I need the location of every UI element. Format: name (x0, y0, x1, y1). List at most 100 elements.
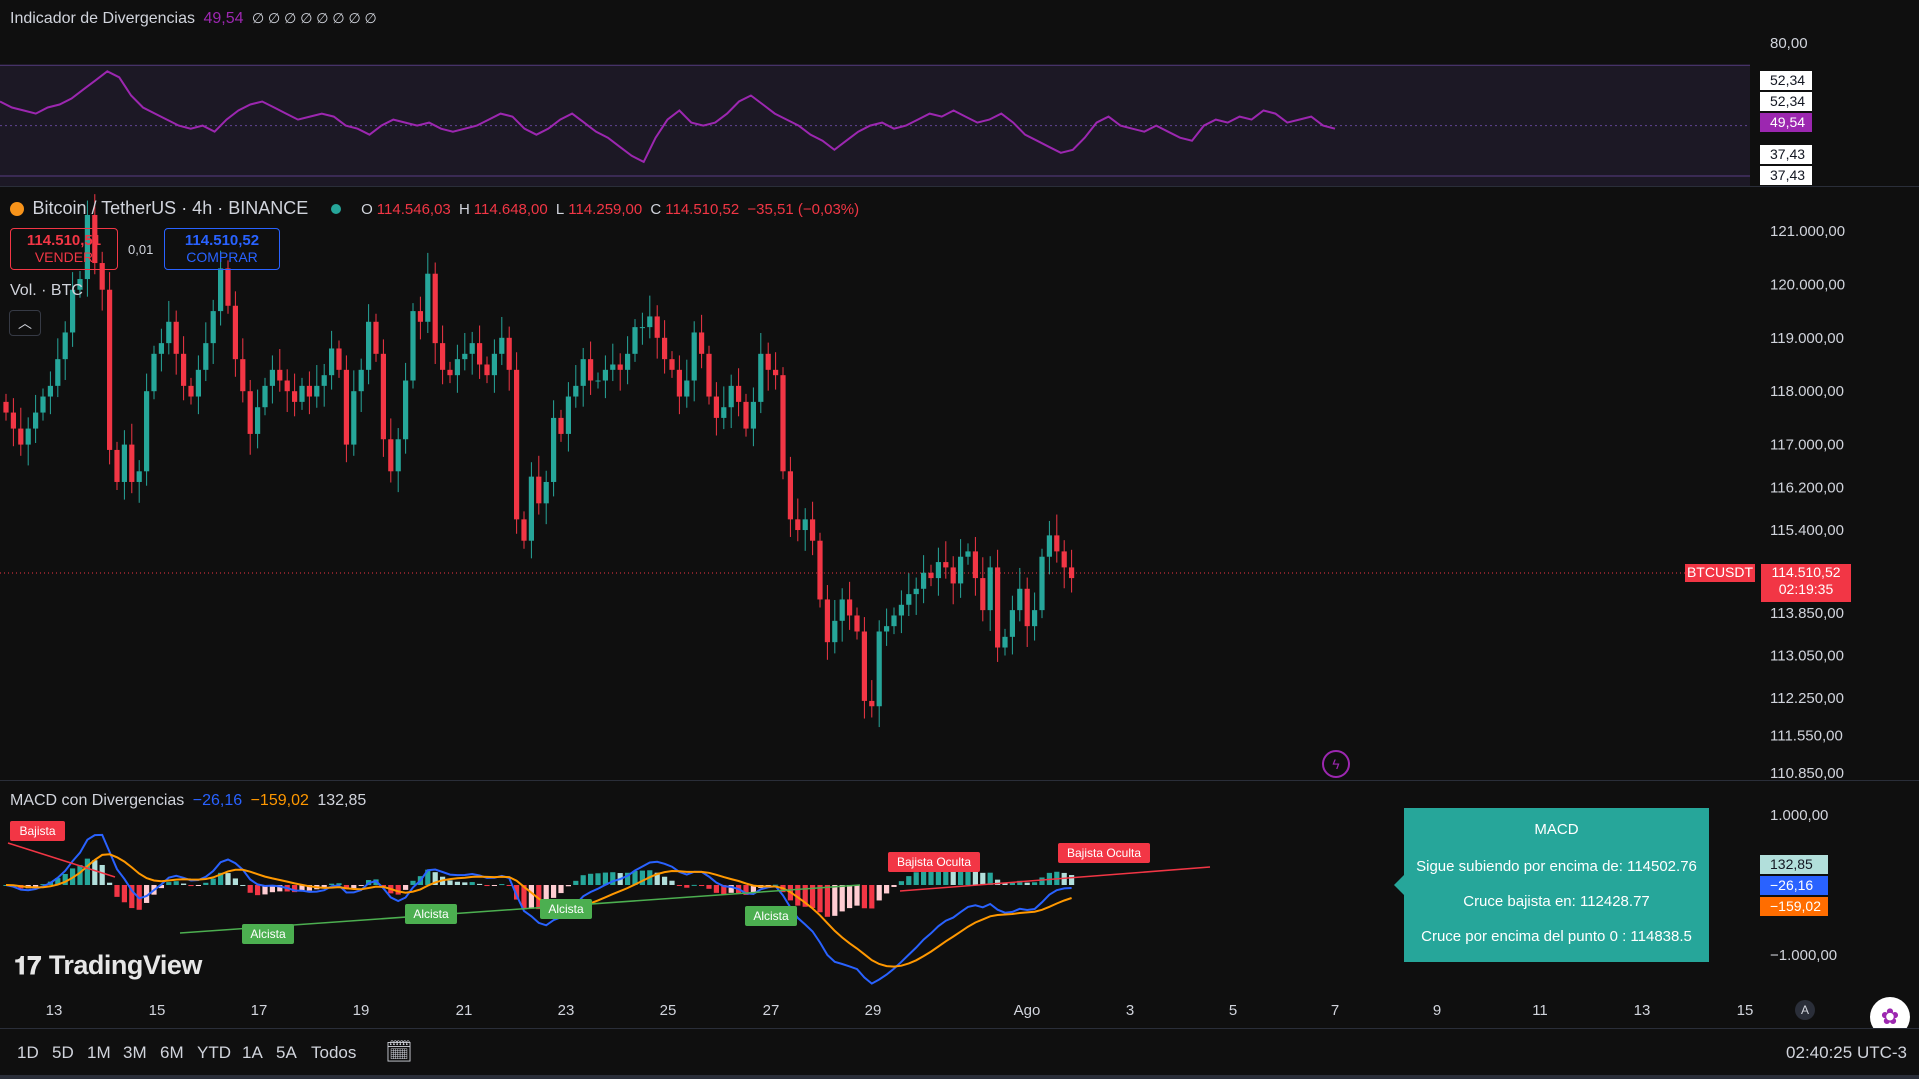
candle-body (876, 631, 882, 707)
range-3m[interactable]: 3M (123, 1043, 147, 1062)
macd-histogram-bar (795, 885, 801, 906)
macd-histogram-bar (676, 885, 682, 886)
divergence-line-hidden-bearish (899, 866, 1211, 892)
date-range-icon[interactable]: 🗓 (385, 1039, 413, 1064)
tradingview-mark-icon: 𝟏𝟕 (14, 952, 41, 980)
price-pane[interactable]: 121.000,00 120.000,00 119.000,00 118.000,00… (0, 187, 1919, 780)
candle-body (861, 631, 867, 701)
macd-histogram-bar (247, 885, 253, 893)
time-axis-label: Ago (1014, 1002, 1041, 1019)
candle-body (18, 428, 24, 445)
macd-histogram-bar (158, 885, 164, 889)
candle-body (40, 396, 46, 413)
macd-histogram-bar (33, 885, 39, 887)
divergence-label-bg (888, 852, 980, 872)
candle-body (1069, 567, 1075, 579)
candle-body (247, 391, 253, 434)
rsi-tag-bg (1760, 71, 1812, 90)
candle-body (321, 375, 327, 386)
bottom-scrollbar[interactable] (0, 1075, 1919, 1079)
lightning-icon[interactable]: ϟ (1322, 750, 1350, 778)
candle-body (77, 279, 83, 290)
macd-histogram-bar (987, 872, 993, 885)
macd-histogram-bar (225, 873, 231, 885)
range-todos[interactable]: Todos (311, 1043, 357, 1062)
divergence-label-bg (540, 899, 592, 919)
candle-body (292, 391, 298, 402)
sell-button[interactable]: 114.510,51 VENDER (10, 228, 118, 270)
macd-histogram-bar (410, 880, 416, 885)
range-ytd[interactable]: YTD (197, 1043, 231, 1062)
rsi-pane[interactable]: 80,00 52,34 52,34 49,54 37,43 37,43 Indicador… (0, 0, 1919, 186)
candle-body (839, 599, 845, 621)
candle-body (195, 369, 201, 397)
tradingview-logo[interactable]: 𝟏𝟕 TradingView (14, 950, 202, 981)
close-label: C (650, 201, 662, 218)
rsi-axis-label: 80,00 (1770, 35, 1808, 52)
rsi-legend: Indicador de Divergencias 49,54 ∅ ∅ ∅ ∅ … (10, 10, 381, 28)
symbol-name[interactable]: Bitcoin / TetherUS · 4h · BINANCE (32, 198, 309, 218)
macd-pane[interactable]: 1.000,00 −1.000,00 Bajista Alcista Alcista Al… (0, 781, 1919, 991)
candle-body (1024, 588, 1030, 627)
macd-histogram-bar (610, 872, 616, 885)
range-1a[interactable]: 1A (242, 1043, 263, 1062)
candle-body (210, 311, 216, 344)
macd-histogram-bar (691, 884, 697, 886)
macd-histogram-bar (380, 885, 386, 887)
candle-body (884, 626, 890, 632)
macd-axis-label: 1.000,00 (1770, 807, 1828, 824)
candle-body (284, 380, 290, 392)
auto-scale-button[interactable]: A (1795, 1000, 1815, 1020)
macd-histogram-bar (292, 885, 298, 893)
macd-histogram-bar (173, 881, 179, 885)
time-axis[interactable]: 13 15 17 19 21 23 25 27 29 Ago 3 5 7 9 11 13 15 (0, 997, 1919, 1027)
clock[interactable]: 02:40:25 UTC-3 (1786, 1043, 1907, 1062)
macd-histogram-bar (499, 884, 505, 886)
macd-histogram-bar (1002, 883, 1008, 885)
pane-separator[interactable] (0, 186, 1919, 187)
range-6m[interactable]: 6M (160, 1043, 184, 1062)
divergence-line-bearish (7, 842, 116, 878)
candle-body (639, 327, 645, 329)
macd-histogram-bar (277, 885, 283, 892)
candle-body (913, 588, 919, 595)
range-5a[interactable]: 5A (276, 1043, 297, 1062)
pane-separator[interactable] (0, 780, 1919, 781)
macd-histogram-bar (528, 885, 534, 909)
candle-body (943, 562, 949, 568)
price-axis-label: 113.850,00 (1770, 605, 1844, 622)
macd-histogram-bar (965, 865, 971, 885)
range-1m[interactable]: 1M (87, 1043, 111, 1062)
candle-body (114, 449, 120, 482)
candle-body (1032, 610, 1038, 627)
rsi-tag: 52,34 (1770, 72, 1805, 88)
buy-button[interactable]: 114.510,52 COMPRAR (164, 228, 280, 270)
range-1d[interactable]: 1D (17, 1043, 39, 1062)
candle-body (736, 385, 742, 402)
candle-body (506, 337, 512, 370)
candle-body (225, 268, 231, 306)
macd-histogram-bar (203, 882, 209, 885)
last-price-tag: 114.510,52 02:19:35 (1761, 564, 1851, 602)
rsi-tag: 49,54 (1770, 114, 1805, 130)
range-5d[interactable]: 5D (52, 1043, 74, 1062)
candle-body (647, 316, 653, 328)
macd-histogram-bar (255, 885, 261, 896)
candle-body (417, 311, 423, 322)
trade-quantity[interactable]: 0,01 (128, 242, 154, 257)
macd-histogram-bar (625, 872, 631, 885)
macd-histogram-bar (1017, 880, 1023, 885)
candle-body (706, 353, 712, 397)
collapse-legend-button[interactable]: ︿ (9, 310, 41, 336)
macd-histogram-bar (810, 885, 816, 909)
candle-body (662, 337, 668, 360)
candle-body (395, 439, 401, 472)
candle-body (958, 556, 964, 584)
time-axis-label: 27 (763, 1002, 780, 1019)
macd-histogram-bar (580, 875, 586, 885)
divergence-label: Alcista (250, 927, 286, 941)
macd-histogram-bar (632, 870, 638, 885)
macd-histogram-bar (306, 885, 312, 891)
time-axis-label: 23 (558, 1002, 575, 1019)
candle-body (580, 359, 586, 386)
